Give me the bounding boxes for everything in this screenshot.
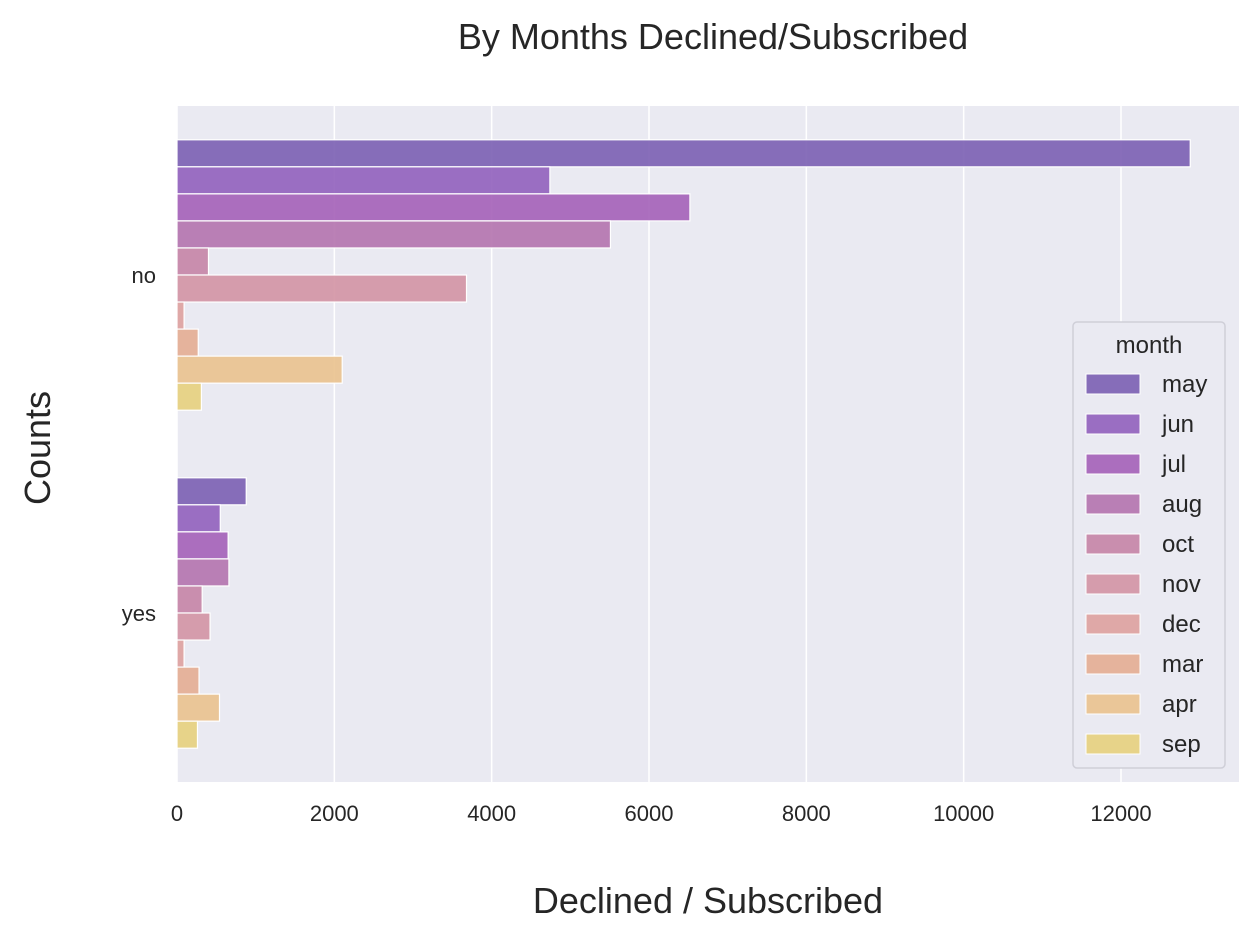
legend-swatch: [1085, 693, 1141, 715]
x-tick-label: 8000: [782, 801, 831, 826]
legend-swatch: [1085, 613, 1141, 635]
legend-swatch: [1085, 573, 1141, 595]
legend-label: apr: [1162, 691, 1197, 718]
y-tick-label: no: [132, 263, 156, 288]
bar-no-jul: [176, 193, 691, 222]
legend-swatch: [1085, 453, 1141, 475]
legend-swatch: [1085, 493, 1141, 515]
bar-no-dec: [176, 301, 185, 330]
bar-no-jun: [176, 166, 551, 195]
legend-swatch: [1085, 533, 1141, 555]
bar-no-sep: [176, 382, 202, 411]
bar-no-aug: [176, 220, 612, 249]
legend-swatch: [1085, 653, 1141, 675]
x-axis-ticks: 0 2000 4000 6000 8000 10000 12000: [171, 801, 1152, 826]
chart-title: By Months Declined/Subscribed: [458, 16, 968, 57]
x-tick-label: 4000: [467, 801, 516, 826]
legend-label: may: [1162, 371, 1207, 398]
y-tick-label: yes: [122, 601, 156, 626]
legend-label: sep: [1162, 731, 1201, 758]
x-tick-label: 10000: [933, 801, 994, 826]
legend: month may jun jul aug oct nov dec mar apr sep: [1072, 321, 1226, 769]
legend-label: mar: [1162, 651, 1203, 678]
y-axis-label: Counts: [17, 391, 58, 505]
legend-swatch: [1085, 373, 1141, 395]
y-axis-ticks: no yes: [122, 263, 156, 626]
x-tick-label: 2000: [310, 801, 359, 826]
bar-yes-oct: [176, 585, 203, 614]
bar-yes-may: [176, 477, 247, 506]
bar-yes-jul: [176, 531, 229, 560]
x-axis-label: Declined / Subscribed: [533, 880, 883, 921]
legend-label: jun: [1161, 411, 1194, 438]
x-tick-label: 6000: [625, 801, 674, 826]
bar-no-oct: [176, 247, 210, 276]
legend-label: oct: [1162, 531, 1194, 558]
legend-label: dec: [1162, 611, 1201, 638]
bars: [176, 139, 1191, 749]
bar-no-apr: [176, 355, 343, 384]
bar-yes-sep: [176, 720, 199, 749]
x-tick-label: 12000: [1090, 801, 1151, 826]
bar-yes-apr: [176, 693, 221, 722]
x-tick-label: 0: [171, 801, 183, 826]
legend-swatch: [1085, 413, 1141, 435]
bar-yes-jun: [176, 504, 221, 533]
bar-no-may: [176, 139, 1191, 168]
bar-yes-nov: [176, 612, 211, 641]
bar-no-nov: [176, 274, 468, 303]
legend-swatch: [1085, 733, 1141, 755]
legend-label: jul: [1161, 451, 1186, 478]
legend-title: month: [1116, 332, 1183, 359]
legend-label: nov: [1162, 571, 1201, 598]
bar-yes-dec: [176, 639, 185, 668]
bar-no-mar: [176, 328, 199, 357]
legend-label: aug: [1162, 491, 1202, 518]
bar-yes-mar: [176, 666, 200, 695]
bar-yes-aug: [176, 558, 230, 587]
